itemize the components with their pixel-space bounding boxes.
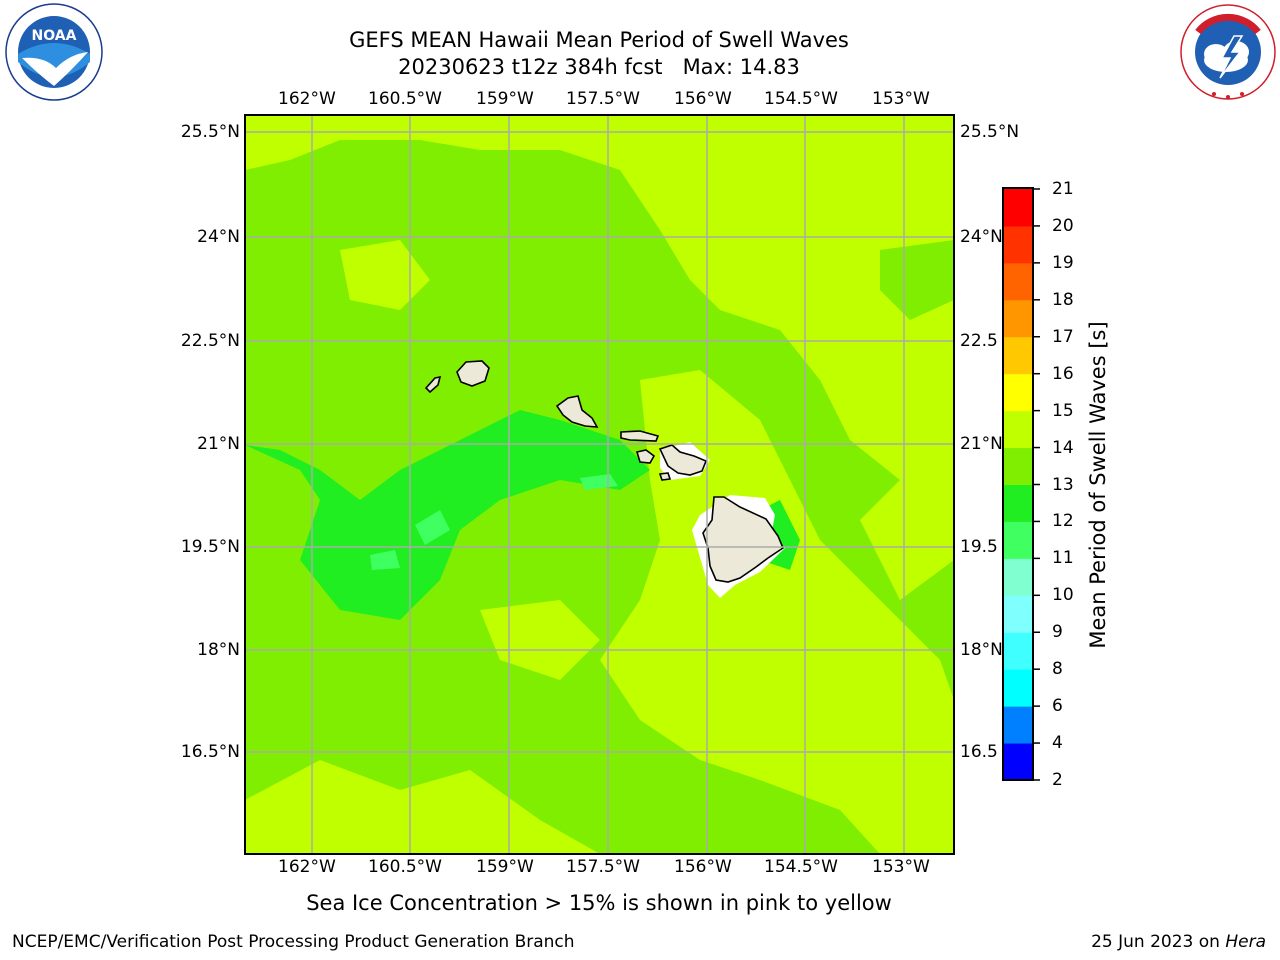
colorbar-tick-label: 18 xyxy=(1052,289,1074,310)
colorbar-title: Mean Period of Swell Waves [s] xyxy=(1086,321,1110,649)
noaa-logo-icon: NOAA xyxy=(4,2,104,106)
lat-label-right: 18°N xyxy=(960,640,1003,660)
colorbar-segment xyxy=(1003,373,1033,412)
chart-subtitle: 20230623 t12z 384h fcst Max: 14.83 xyxy=(398,55,800,79)
colorbar-segment xyxy=(1003,262,1033,301)
island-oahu xyxy=(555,395,599,428)
colorbar-tick-label: 6 xyxy=(1052,696,1063,717)
colorbar-segment xyxy=(1003,743,1033,781)
colorbar-tick-label: 2 xyxy=(1052,770,1063,790)
footer-date-text: 25 Jun 2023 on xyxy=(1091,932,1226,952)
lon-label-bottom: 159°W xyxy=(476,857,534,877)
lon-label-bottom: 156°W xyxy=(674,857,732,877)
swell-contour-13-14 xyxy=(340,240,430,310)
graticule xyxy=(245,115,954,854)
swell-contour-12-13 xyxy=(880,240,954,320)
colorbar-tick-label: 17 xyxy=(1052,326,1074,347)
swell-contour-13-14 xyxy=(480,600,600,680)
hawaii-coastline xyxy=(424,360,784,583)
colorbar-tick-label: 15 xyxy=(1052,400,1074,421)
island-maui xyxy=(658,444,708,476)
lon-label-top: 162°W xyxy=(278,89,336,109)
lon-label-top: 160.5°W xyxy=(368,89,442,109)
colorbar-segment xyxy=(1003,299,1033,338)
swell-contour-12-13 xyxy=(245,230,320,340)
svg-text:NOAA: NOAA xyxy=(32,28,77,44)
lat-label-right: 19.5 xyxy=(960,537,998,557)
colorbar-tick-label: 4 xyxy=(1052,733,1063,754)
island-kauai xyxy=(456,360,490,387)
island-big-island xyxy=(702,496,784,583)
lon-label-top: 154.5°W xyxy=(764,89,838,109)
lat-label-right: 24°N xyxy=(960,227,1003,247)
sea-ice-note: Sea Ice Concentration > 15% is shown in … xyxy=(306,891,892,915)
colorbar-segment xyxy=(1003,706,1033,744)
lon-label-bottom: 154.5°W xyxy=(764,857,838,877)
colorbar-segment xyxy=(1003,669,1033,707)
colorbar-segment xyxy=(1003,447,1033,485)
lat-label-right: 16.5 xyxy=(960,742,998,762)
lon-label-bottom: 153°W xyxy=(872,857,930,877)
lon-label-top: 153°W xyxy=(872,89,930,109)
swell-contour-13-14 xyxy=(600,370,954,854)
footer-date: 25 Jun 2023 on Hera xyxy=(1091,932,1266,952)
lat-label-left: 24°N xyxy=(197,227,240,247)
lat-label-left: 22.5°N xyxy=(180,331,240,351)
colorbar-segment xyxy=(1003,410,1033,449)
swell-contour-10-11 xyxy=(370,550,400,570)
nws-logo-icon xyxy=(1178,2,1278,106)
lat-label-left: 19.5°N xyxy=(180,537,240,557)
colorbar-tick-label: 12 xyxy=(1052,511,1074,532)
island-niihau xyxy=(424,375,442,394)
colorbar-tick-label: 8 xyxy=(1052,659,1063,680)
swell-contour-12-13 xyxy=(470,200,620,340)
swell-contour-11-12 xyxy=(245,410,650,620)
lat-label-left: 18°N xyxy=(197,640,240,660)
swell-contour-13-14 xyxy=(245,760,600,854)
colorbar-tick-label: 16 xyxy=(1052,363,1074,384)
island-lanai xyxy=(635,449,656,464)
chart-title: GEFS MEAN Hawaii Mean Period of Swell Wa… xyxy=(349,28,849,52)
colorbar-tick-label: 9 xyxy=(1052,622,1063,643)
lat-label-left: 16.5°N xyxy=(180,742,240,762)
swell-contour-10-11 xyxy=(415,510,450,545)
colorbar-tick-label: 19 xyxy=(1052,252,1074,273)
footer-host: Hera xyxy=(1225,932,1266,952)
colorbar-tick-label: 11 xyxy=(1052,548,1074,569)
island-kahoolawe xyxy=(658,472,672,481)
colorbar-segment xyxy=(1003,558,1033,596)
colorbar-segment xyxy=(1003,189,1033,227)
colorbar-tick-label: 10 xyxy=(1052,585,1074,606)
map-frame xyxy=(244,114,955,855)
colorbar-segment xyxy=(1003,632,1033,670)
colorbar-tick-label: 20 xyxy=(1052,215,1074,236)
colorbar-segment xyxy=(1003,484,1033,522)
lon-label-bottom: 162°W xyxy=(278,857,336,877)
lat-label-right: 22.5 xyxy=(960,331,998,351)
lat-label-right: 21°N xyxy=(960,434,1003,454)
colorbar xyxy=(1003,188,1040,781)
lon-label-top: 157.5°W xyxy=(566,89,640,109)
lon-label-top: 159°W xyxy=(476,89,534,109)
lat-label-left: 25.5°N xyxy=(180,122,240,142)
island-molokai xyxy=(620,430,660,442)
colorbar-tick-label: 21 xyxy=(1052,179,1074,199)
lon-label-bottom: 157.5°W xyxy=(566,857,640,877)
lat-label-left: 21°N xyxy=(197,434,240,454)
colorbar-segment xyxy=(1003,225,1033,264)
lon-label-top: 156°W xyxy=(674,89,732,109)
lon-label-bottom: 160.5°W xyxy=(368,857,442,877)
colorbar-segment xyxy=(1003,595,1033,633)
colorbar-tick-label: 14 xyxy=(1052,437,1074,458)
colorbar-segment xyxy=(1003,521,1033,559)
colorbar-frame xyxy=(1002,187,1034,781)
lat-label-right: 25.5°N xyxy=(960,122,1020,142)
colorbar-tick-label: 13 xyxy=(1052,474,1074,495)
colorbar-segment xyxy=(1003,336,1033,375)
footer-credit: NCEP/EMC/Verification Post Processing Pr… xyxy=(12,932,575,952)
